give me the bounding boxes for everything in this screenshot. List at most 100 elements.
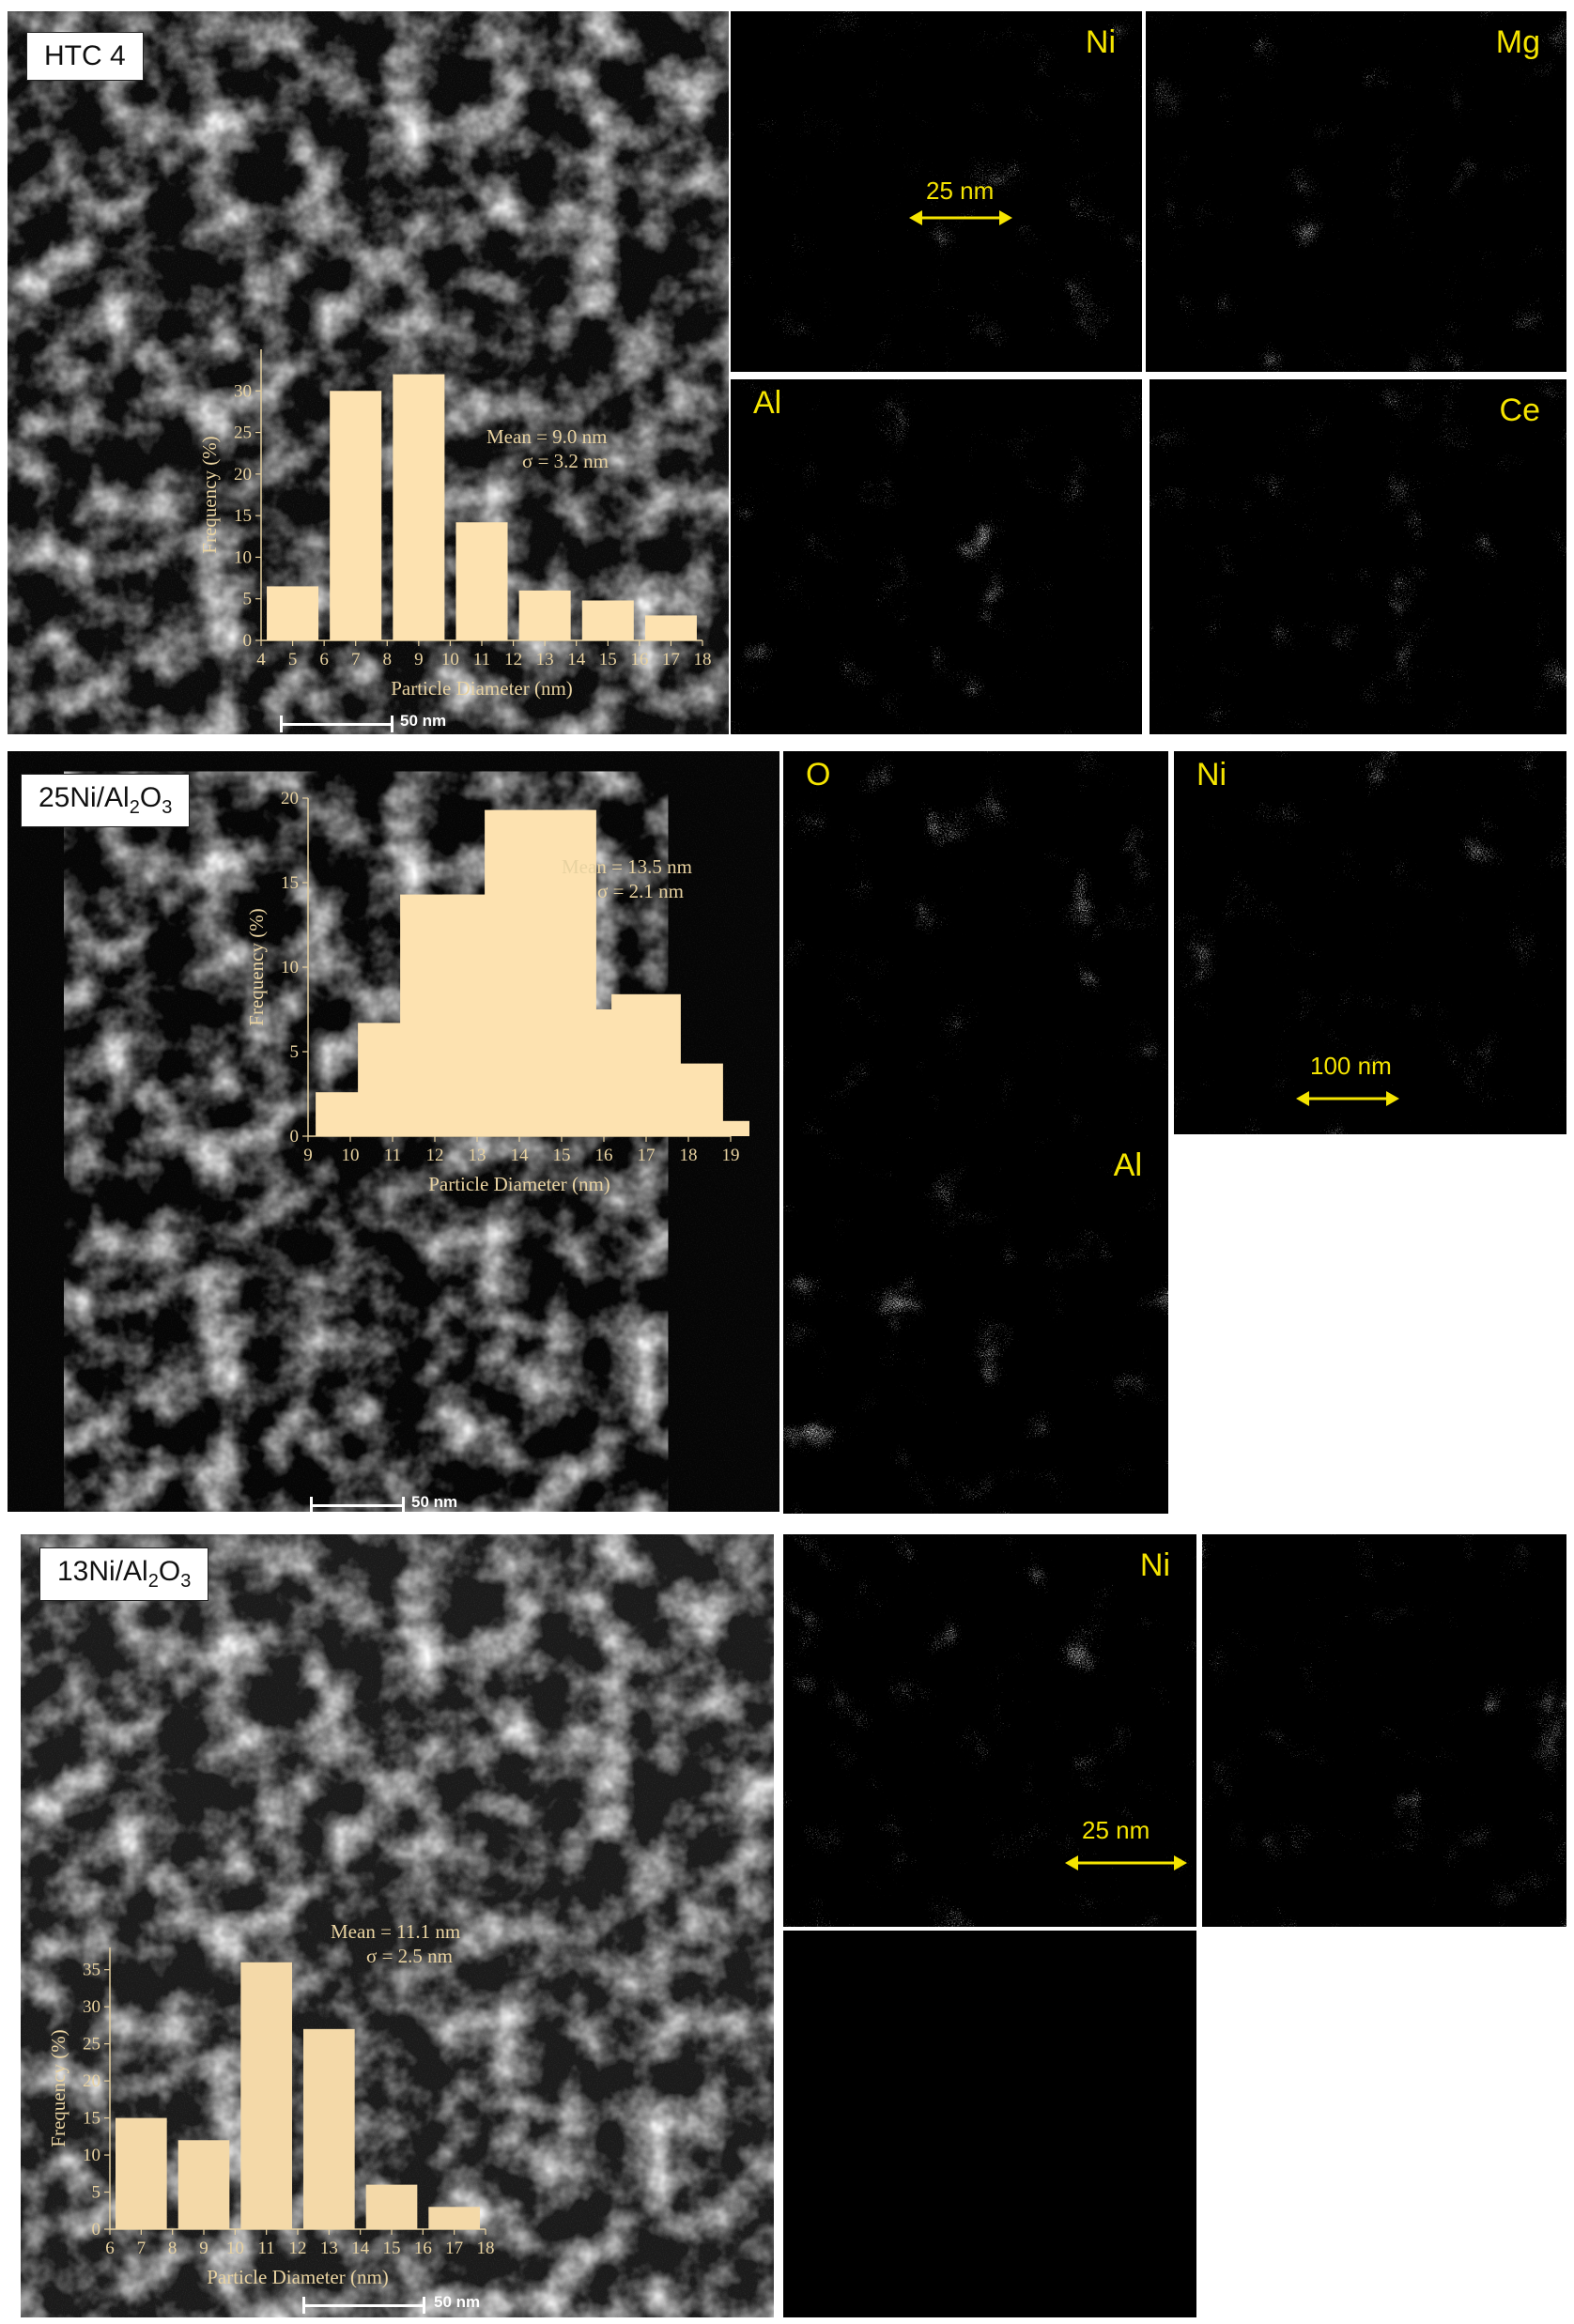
x-tick-label: 17 [638,1146,656,1165]
eds-map-al: Al Al [783,1134,1168,1514]
eds-texture [1202,1534,1566,1927]
bar [240,1962,292,2229]
sample-label: HTC 4 [26,32,144,81]
eds-map-mg: Mg [1146,11,1566,372]
eds-map-red [1202,1534,1566,1927]
eds-texture [731,11,1142,372]
eds-texture [1146,11,1566,372]
element-label: Al [753,385,782,421]
y-tick-label: 25 [234,423,252,443]
scale-bar: 50 nm [280,712,496,734]
bar [303,2028,355,2229]
x-tick-label: 16 [414,2239,432,2258]
y-tick-label: 20 [83,2071,100,2091]
x-tick-label: 16 [630,650,648,669]
mean-annotation: Mean = 11.1 nm [331,1920,460,1943]
x-tick-label: 12 [289,2239,307,2258]
y-tick-label: 20 [281,789,299,808]
tem-panel-25ni: 25Ni/Al2O3 9 10 11 12 13 14 15 16 17 18 19 0 5 10 15 20… [8,751,779,1512]
bar [116,2117,167,2229]
y-tick-label: 10 [281,958,299,977]
eds-map-ni: Ni 25 nm [731,11,1142,372]
x-tick-label: 12 [504,650,522,669]
x-tick-label: 7 [137,2239,147,2258]
element-label: Ni [1139,1547,1170,1583]
x-tick-label: 10 [342,1146,360,1165]
y-axis-label: Frequency (%) [245,908,268,1025]
x-axis-label: Particle Diameter (nm) [207,2266,389,2288]
eds-map-ni: Ni 25 nm [783,1534,1196,1927]
x-tick-label: 17 [445,2239,463,2258]
x-tick-label: 15 [599,650,617,669]
double-arrow-icon [909,210,1012,225]
x-tick-label: 9 [303,1146,313,1165]
sample-label: 25Ni/Al2O3 [21,774,191,827]
y-tick-label: 0 [243,631,253,651]
y-tick-label: 30 [234,381,252,401]
bar [365,2184,418,2229]
particle-size-histogram: 9 10 11 12 13 14 15 16 17 18 19 0 5 10 15 20 Particle Di… [245,789,749,1195]
x-axis-label: Particle Diameter (nm) [391,677,573,700]
x-tick-label: 14 [567,650,586,669]
x-tick-label: 13 [320,2239,338,2258]
double-arrow-icon [1296,1091,1399,1106]
y-tick-label: 15 [234,506,252,526]
element-label: Al [1113,1147,1142,1183]
x-tick-label: 8 [168,2239,177,2258]
y-axis-label: Frequency (%) [47,2029,69,2147]
x-tick-label: 5 [288,650,298,669]
eds-texture [731,379,1142,734]
y-tick-label: 15 [83,2109,100,2129]
x-tick-label: 7 [351,650,361,669]
scale-bar: 50 nm [310,1493,498,1512]
x-tick-label: 10 [226,2239,244,2258]
bar [177,2140,230,2229]
eds-texture [1150,379,1566,734]
double-arrow-icon [1065,1855,1187,1870]
sigma-annotation: σ = 3.2 nm [522,450,609,472]
x-tick-label: 8 [383,650,393,669]
sigma-annotation: σ = 2.5 nm [366,1945,453,1967]
y-tick-label: 10 [234,547,252,567]
tem-panel-htc4: HTC 4 4 5 6 7 8 9 10 11 12 13 14 15 16 17 18 0 5 10 15 20 25… [8,11,729,734]
element-label: Al [1113,1147,1142,1183]
eds-map-ni: Ni 100 nm [1174,751,1566,1134]
x-tick-label: 18 [694,650,712,669]
scale-bar: 50 nm [302,2293,509,2317]
y-tick-label: 35 [83,1961,100,1980]
sample-label: 13Ni/Al2O3 [39,1547,209,1601]
map-scale-label: 25 nm [926,177,995,205]
bar [581,600,634,640]
bar [428,2207,480,2229]
element-label: Ce [1499,392,1540,428]
map-scale-label: 25 nm [1082,1816,1150,1844]
x-tick-label: 11 [258,2239,275,2258]
x-tick-label: 12 [426,1146,444,1165]
x-tick-label: 15 [553,1146,571,1165]
eds-texture [783,1534,1196,1927]
eds-map-ce: Ce [1150,379,1566,734]
bar [267,586,319,640]
x-tick-label: 15 [383,2239,401,2258]
x-tick-label: 11 [384,1146,401,1165]
y-tick-label: 30 [83,1997,100,2017]
element-label: Ni [1085,24,1116,60]
bar [455,522,508,640]
x-tick-label: 14 [511,1146,530,1165]
bar [330,391,382,640]
y-tick-label: 0 [92,2220,101,2239]
eds-texture [1174,751,1566,1134]
element-label: Ni [1196,757,1227,793]
y-tick-label: 5 [243,590,253,609]
x-tick-label: 4 [256,650,266,669]
y-tick-label: 5 [290,1042,300,1062]
x-tick-label: 18 [680,1146,698,1165]
y-tick-label: 5 [92,2183,101,2203]
eds-texture [783,1134,1168,1514]
x-tick-label: 10 [441,650,459,669]
x-tick-label: 9 [414,650,424,669]
x-tick-label: 19 [722,1146,740,1165]
particle-size-histogram: 6 7 8 9 10 11 12 13 14 15 16 17 18 0 5 10 15 20 25 30 35 Part… [47,1920,495,2288]
element-label: Mg [1495,24,1540,60]
y-tick-label: 20 [234,465,252,485]
